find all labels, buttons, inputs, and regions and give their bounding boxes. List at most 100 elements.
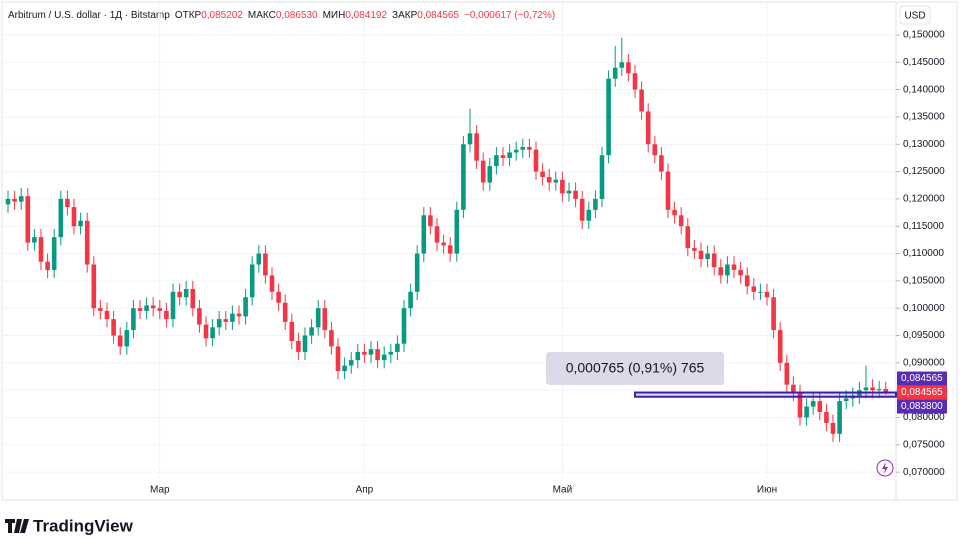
candle-body (810, 401, 816, 407)
candle-body (368, 349, 374, 355)
candle-body (731, 264, 737, 270)
candle-body (467, 133, 473, 145)
candle-body (395, 343, 400, 352)
candle-body (876, 389, 882, 391)
candle-body (78, 220, 83, 227)
candle-body (546, 177, 552, 183)
y-tick-label: 0,140000 (903, 84, 945, 95)
candle-body (507, 152, 512, 158)
candle-body (784, 362, 790, 385)
candle-body (190, 289, 196, 309)
candle-body (362, 351, 367, 355)
candle-body (619, 62, 625, 68)
candle-body (751, 286, 757, 292)
candle-body (124, 330, 130, 347)
candle-body (804, 406, 809, 418)
brand-logo (5, 519, 29, 533)
candle-body (375, 349, 380, 361)
candle-body (230, 313, 235, 322)
price-label-box (897, 371, 947, 386)
candle-body (533, 149, 539, 172)
header: Arbitrum / U.S. dollar · 1Д · Bitstamp ОТ… (8, 10, 555, 21)
candle-body (685, 226, 691, 249)
alert-icon[interactable] (876, 459, 894, 477)
candle-body (698, 250, 704, 260)
candle-body (863, 387, 869, 391)
candle-body (45, 261, 50, 270)
candle-body (289, 321, 295, 341)
candle-body (777, 330, 783, 363)
candle-body (401, 308, 407, 344)
header-item: ЗАКР (392, 10, 418, 21)
currency-box[interactable] (899, 5, 931, 25)
y-tick-label: 0,110000 (903, 248, 944, 259)
candle-body (236, 313, 242, 317)
x-tick-label: Мар (150, 485, 170, 496)
price-label: 0,084565 (901, 373, 943, 384)
candle-body (408, 291, 413, 309)
candle-body (579, 198, 585, 221)
candle-body (12, 198, 17, 202)
price-label: 0,084565 (901, 387, 943, 398)
y-tick-label: 0,115000 (903, 221, 944, 232)
candle-body (335, 346, 341, 372)
candle-body (678, 215, 684, 227)
candle-body (210, 327, 215, 339)
candle-body (269, 275, 275, 292)
y-tick-label: 0,105000 (903, 276, 945, 287)
candle-body (104, 310, 110, 320)
candle-body (388, 351, 394, 355)
candle-body (256, 253, 262, 265)
x-tick-label: Май (553, 485, 573, 496)
candle-body (870, 387, 875, 391)
y-tick-label: 0,090000 (903, 357, 945, 368)
candle-body (322, 308, 328, 331)
candle-body (665, 171, 671, 210)
candle-body (5, 198, 11, 205)
candle-body (131, 308, 136, 331)
y-tick-label: 0,070000 (903, 467, 945, 478)
candle-body (197, 308, 202, 325)
candle-body (824, 412, 829, 423)
candle-body (18, 196, 24, 202)
candle-body (203, 324, 209, 339)
brand: TradingView (33, 516, 134, 535)
candle-body (711, 253, 717, 268)
candle-body (98, 308, 103, 311)
y-tick-label: 0,120000 (903, 194, 945, 205)
candle-body (652, 144, 658, 156)
candle-body (771, 297, 776, 331)
candle-body (428, 215, 433, 227)
candle-body (84, 220, 90, 265)
candle-body (170, 291, 176, 320)
candle-body (137, 308, 143, 311)
candle-body (348, 360, 354, 366)
candle-body (157, 308, 163, 311)
candle-body (513, 149, 519, 153)
candle-body (302, 335, 308, 352)
measure-box (634, 391, 897, 398)
candle-body (296, 340, 301, 352)
candle-body (817, 401, 823, 413)
y-tick-label: 0,100000 (903, 303, 945, 314)
y-tick-label: 0,080000 (903, 412, 945, 423)
header-item: ОТКР (175, 10, 202, 21)
candle-body (725, 264, 730, 276)
candle-body (65, 198, 70, 208)
y-tick-label: 0,135000 (903, 112, 945, 123)
candle-body (540, 171, 545, 178)
measure-label: 0,000765 (0,91%) 765 (566, 360, 705, 376)
candle-body (329, 330, 334, 347)
y-tick-label: 0,145000 (903, 57, 945, 68)
candle-body (414, 253, 420, 292)
candle-body (282, 302, 288, 322)
candle-body (744, 275, 750, 287)
candle-body (586, 209, 592, 221)
candle-body (645, 111, 651, 145)
candle-body (38, 237, 44, 262)
candle-body (223, 319, 229, 322)
header-item: 0,084192 (345, 10, 387, 21)
candle-body (632, 73, 638, 90)
candle-body (216, 319, 222, 328)
